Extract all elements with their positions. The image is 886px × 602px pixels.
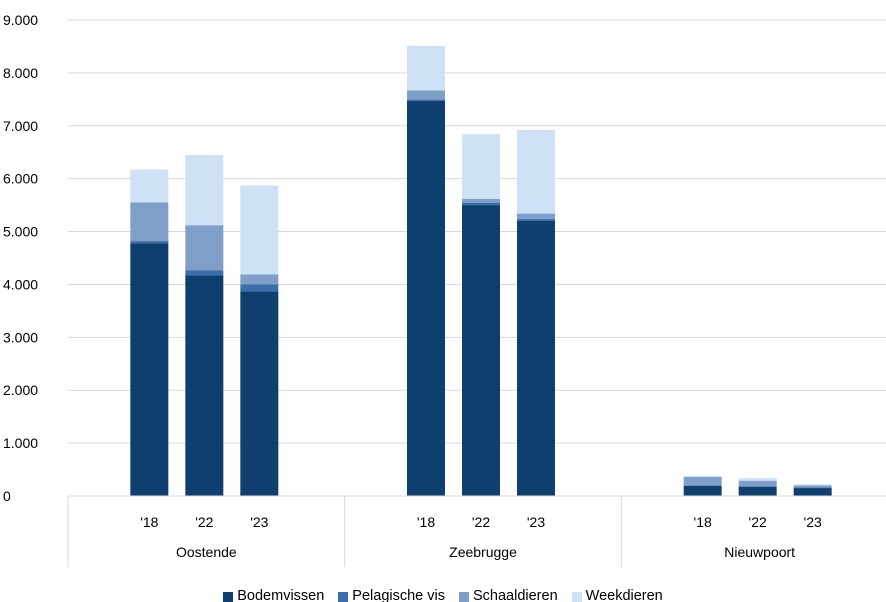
group-label: Nieuwpoort bbox=[724, 544, 795, 560]
bar-segment bbox=[407, 100, 445, 497]
bar-segment bbox=[683, 476, 722, 486]
y-tick-label: 5.000 bbox=[3, 224, 38, 240]
bar-segment bbox=[407, 90, 445, 100]
y-tick-label: 8.000 bbox=[3, 65, 38, 81]
stacked-bar-chart: 0 1.000 2.000 3.000 4.000 5.000 6.000 7.000 8.00… bbox=[3, 12, 886, 567]
bar-segment bbox=[240, 291, 279, 496]
bar-segment bbox=[185, 225, 224, 271]
bar-segment bbox=[130, 243, 169, 496]
bar-segment bbox=[185, 154, 224, 226]
bar-segment bbox=[130, 202, 169, 242]
x-tick-label: '18 bbox=[140, 514, 158, 530]
bar-segment bbox=[462, 205, 500, 496]
legend-swatch bbox=[223, 592, 234, 602]
bar-segment bbox=[240, 274, 279, 285]
bar-segment bbox=[130, 241, 169, 244]
y-axis-tick-labels: 0 1.000 2.000 3.000 4.000 5.000 6.000 7.000 8.00… bbox=[3, 12, 38, 504]
bar-segment bbox=[738, 486, 777, 488]
legend-swatch bbox=[571, 592, 582, 602]
bar-segment bbox=[683, 485, 722, 496]
bar-segment bbox=[462, 134, 500, 199]
legend-swatch bbox=[338, 592, 349, 602]
x-tick-label: '18 bbox=[417, 514, 435, 530]
bar-segment bbox=[462, 202, 500, 206]
x-tick-label: '22 bbox=[195, 514, 213, 530]
bar-segment bbox=[462, 198, 500, 203]
x-tick-label: '23 bbox=[804, 514, 822, 530]
legend-item-pelagische-vis: Pelagische vis bbox=[338, 585, 445, 602]
legend-label: Weekdieren bbox=[585, 588, 663, 602]
bar-segment bbox=[517, 130, 555, 214]
x-tick-label: '23 bbox=[250, 514, 268, 530]
bar-segment bbox=[517, 218, 555, 221]
legend-label: Bodemvissen bbox=[237, 588, 325, 602]
bar-segment bbox=[793, 488, 832, 496]
bar-segment bbox=[517, 220, 555, 496]
legend-label: Schaaldieren bbox=[472, 588, 558, 602]
y-tick-label: 0 bbox=[3, 488, 11, 504]
bars bbox=[130, 45, 832, 497]
bar-segment bbox=[240, 185, 279, 275]
x-tick-label: '22 bbox=[749, 514, 767, 530]
bar-segment bbox=[407, 45, 445, 91]
group-label: Oostende bbox=[176, 544, 237, 560]
bar-segment bbox=[683, 475, 722, 477]
x-tick-label: '23 bbox=[527, 514, 545, 530]
bar-segment bbox=[130, 169, 169, 203]
y-tick-label: 9.000 bbox=[3, 12, 38, 28]
x-tick-label: '22 bbox=[472, 514, 490, 530]
legend-swatch bbox=[458, 592, 469, 602]
y-tick-label: 1.000 bbox=[3, 435, 38, 451]
bar-segment bbox=[738, 478, 777, 481]
bar-segment bbox=[793, 487, 832, 489]
legend-label: Pelagische vis bbox=[352, 588, 445, 602]
y-tick-label: 7.000 bbox=[3, 118, 38, 134]
legend-item-schaaldieren: Schaaldieren bbox=[458, 585, 558, 602]
bar-segment bbox=[240, 284, 279, 292]
bar-segment bbox=[185, 275, 224, 496]
y-tick-label: 3.000 bbox=[3, 329, 38, 345]
legend-item-weekdieren: Weekdieren bbox=[571, 585, 663, 602]
legend: Bodemvissen Pelagische vis Schaaldieren … bbox=[0, 585, 886, 602]
bar-segment bbox=[738, 480, 777, 487]
bar-segment bbox=[793, 484, 832, 486]
x-axis: '18 '22 '23 Oostende '18 '22 '23 Zeebrugge '18 '2… bbox=[67, 495, 886, 567]
bar-segment bbox=[407, 99, 445, 101]
bar-segment bbox=[683, 485, 722, 486]
bar-segment bbox=[517, 213, 555, 219]
bar-segment bbox=[185, 270, 224, 276]
bar-segment bbox=[738, 487, 777, 496]
legend-item-bodemvissen: Bodemvissen bbox=[223, 585, 324, 602]
group-label: Zeebrugge bbox=[449, 544, 517, 560]
y-tick-label: 4.000 bbox=[3, 276, 38, 292]
x-tick-label: '18 bbox=[694, 514, 712, 530]
bar-segment bbox=[793, 485, 832, 488]
y-tick-label: 6.000 bbox=[3, 171, 38, 187]
y-tick-label: 2.000 bbox=[3, 382, 38, 398]
